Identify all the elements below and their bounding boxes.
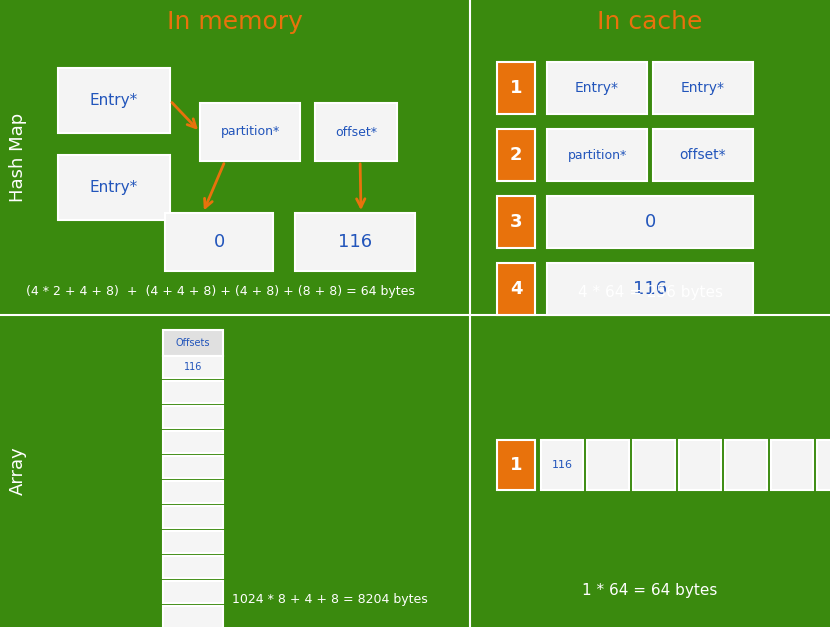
Text: 116: 116 bbox=[551, 460, 573, 470]
Text: (4 * 2 + 4 + 8)  +  (4 + 4 + 8) + (4 + 8) + (8 + 8) = 64 bytes: (4 * 2 + 4 + 8) + (4 + 4 + 8) + (4 + 8) … bbox=[27, 285, 415, 298]
FancyBboxPatch shape bbox=[587, 440, 629, 490]
FancyBboxPatch shape bbox=[653, 129, 753, 181]
Text: 2: 2 bbox=[510, 146, 522, 164]
FancyBboxPatch shape bbox=[163, 556, 223, 578]
FancyBboxPatch shape bbox=[200, 103, 300, 161]
FancyBboxPatch shape bbox=[497, 62, 535, 114]
Text: Offsets: Offsets bbox=[176, 338, 210, 348]
Text: 1: 1 bbox=[510, 456, 522, 474]
FancyBboxPatch shape bbox=[817, 440, 830, 490]
Text: 0: 0 bbox=[213, 233, 225, 251]
Text: 4 * 64 = 256 bytes: 4 * 64 = 256 bytes bbox=[578, 285, 722, 300]
FancyBboxPatch shape bbox=[163, 531, 223, 553]
Text: In memory: In memory bbox=[167, 10, 303, 34]
FancyBboxPatch shape bbox=[295, 213, 415, 271]
Text: Entry*: Entry* bbox=[90, 180, 138, 195]
FancyBboxPatch shape bbox=[163, 431, 223, 453]
FancyBboxPatch shape bbox=[58, 155, 170, 220]
FancyBboxPatch shape bbox=[165, 213, 273, 271]
FancyBboxPatch shape bbox=[163, 406, 223, 428]
FancyBboxPatch shape bbox=[163, 381, 223, 403]
FancyBboxPatch shape bbox=[163, 606, 223, 627]
Text: 116: 116 bbox=[633, 280, 667, 298]
FancyBboxPatch shape bbox=[653, 62, 753, 114]
FancyBboxPatch shape bbox=[163, 506, 223, 528]
FancyBboxPatch shape bbox=[163, 330, 223, 356]
Text: 3: 3 bbox=[510, 213, 522, 231]
Text: 1 * 64 = 64 bytes: 1 * 64 = 64 bytes bbox=[583, 582, 718, 598]
FancyBboxPatch shape bbox=[163, 581, 223, 603]
Text: partition*: partition* bbox=[221, 125, 280, 139]
Text: 1024 * 8 + 4 + 8 = 8204 bytes: 1024 * 8 + 4 + 8 = 8204 bytes bbox=[232, 594, 428, 606]
Text: Entry*: Entry* bbox=[681, 81, 725, 95]
Text: Hash Map: Hash Map bbox=[9, 113, 27, 202]
FancyBboxPatch shape bbox=[163, 356, 223, 378]
FancyBboxPatch shape bbox=[163, 481, 223, 503]
Text: 4: 4 bbox=[510, 280, 522, 298]
Text: Array: Array bbox=[9, 446, 27, 495]
Text: 0: 0 bbox=[644, 213, 656, 231]
FancyBboxPatch shape bbox=[725, 440, 767, 490]
FancyBboxPatch shape bbox=[58, 68, 170, 133]
Text: offset*: offset* bbox=[680, 148, 726, 162]
FancyBboxPatch shape bbox=[547, 62, 647, 114]
FancyBboxPatch shape bbox=[315, 103, 397, 161]
Text: 116: 116 bbox=[183, 362, 203, 372]
Text: In cache: In cache bbox=[598, 10, 703, 34]
FancyBboxPatch shape bbox=[679, 440, 721, 490]
FancyBboxPatch shape bbox=[547, 129, 647, 181]
FancyBboxPatch shape bbox=[497, 263, 535, 315]
FancyBboxPatch shape bbox=[541, 440, 583, 490]
FancyBboxPatch shape bbox=[497, 196, 535, 248]
Text: 1: 1 bbox=[510, 79, 522, 97]
Text: Entry*: Entry* bbox=[90, 93, 138, 108]
FancyBboxPatch shape bbox=[633, 440, 675, 490]
Text: 116: 116 bbox=[338, 233, 372, 251]
Text: offset*: offset* bbox=[335, 125, 377, 139]
FancyBboxPatch shape bbox=[163, 456, 223, 478]
FancyBboxPatch shape bbox=[497, 129, 535, 181]
Text: Entry*: Entry* bbox=[575, 81, 619, 95]
FancyBboxPatch shape bbox=[771, 440, 813, 490]
FancyBboxPatch shape bbox=[497, 440, 535, 490]
FancyBboxPatch shape bbox=[547, 263, 753, 315]
FancyBboxPatch shape bbox=[547, 196, 753, 248]
Text: partition*: partition* bbox=[568, 149, 627, 162]
